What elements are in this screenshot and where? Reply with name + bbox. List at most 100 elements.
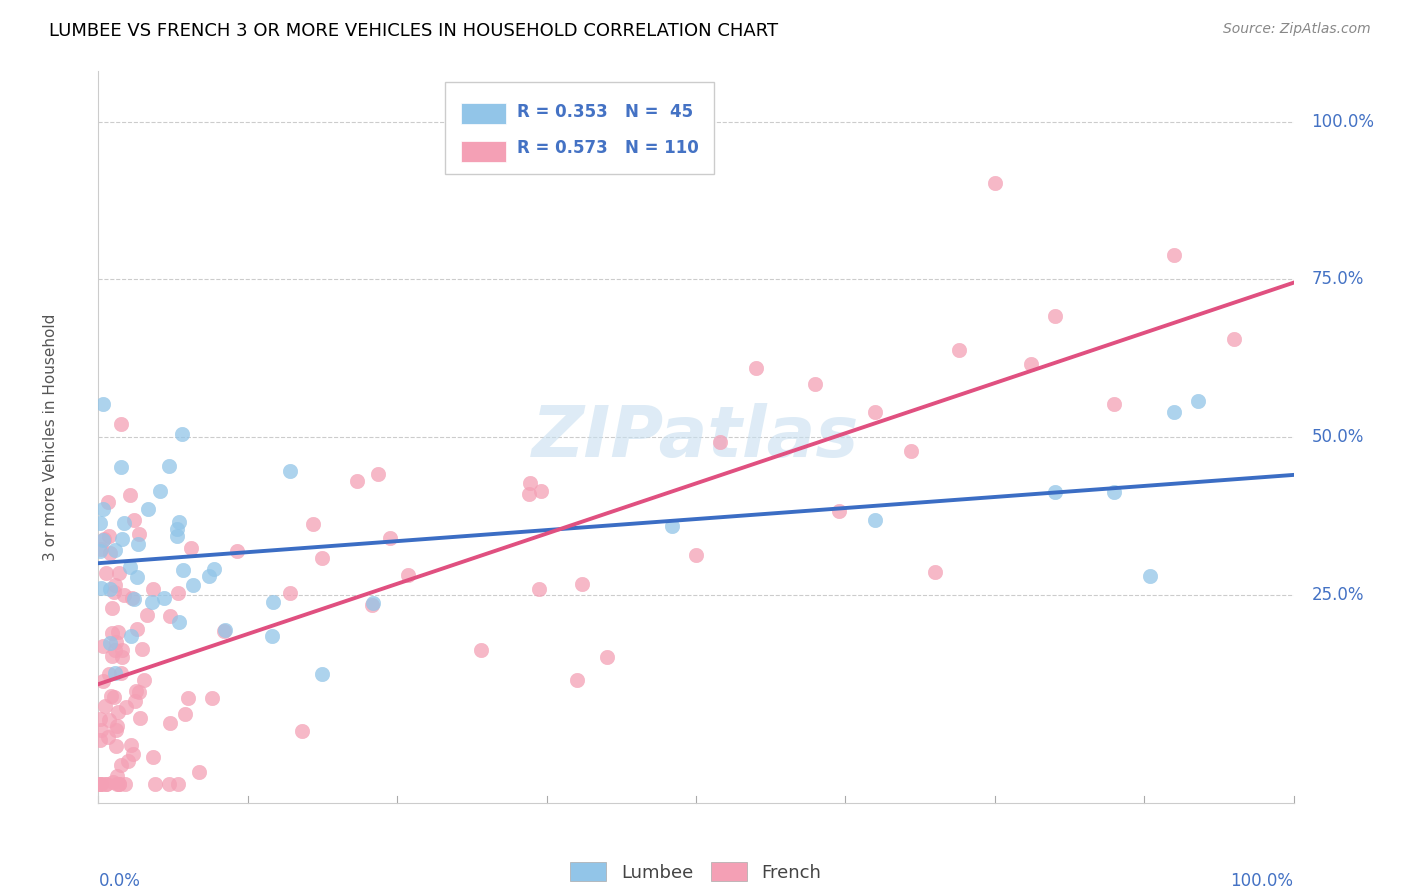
Point [214,623,236,637]
Point [709,435,731,450]
Point [100,636,122,650]
Point [89,777,111,791]
Point [94,698,117,713]
Point [527,582,550,596]
Point [361,598,384,612]
Point [89,713,111,727]
Point [311,551,333,566]
Point [311,667,333,681]
Point [1163,405,1185,419]
Point [132,673,155,687]
Point [98,529,121,543]
Point [159,608,181,623]
Point [108,777,131,791]
Point [108,566,131,580]
Point [181,578,204,592]
Bar [461,103,506,124]
Point [91,397,114,411]
Point [141,595,163,609]
Point [105,719,128,733]
Point [105,723,128,737]
Point [530,483,553,498]
Point [110,417,132,431]
Point [262,595,284,609]
Point [131,641,153,656]
Point [120,738,142,752]
Point [280,586,302,600]
Point [104,739,127,754]
Point [93,532,115,546]
Point [661,519,683,533]
Point [142,582,165,597]
Point [187,764,209,779]
Point [517,487,540,501]
Point [180,541,202,555]
Point [172,564,194,578]
Point [120,630,142,644]
Point [97,667,120,681]
Text: 75.0%: 75.0% [1312,270,1364,288]
Point [136,501,159,516]
Point [107,705,129,719]
Point [865,405,887,419]
Point [90,723,112,737]
Point [346,474,368,488]
Text: 100.0%: 100.0% [1312,112,1375,131]
Point [101,774,124,789]
Point [302,516,325,531]
Point [361,597,384,611]
Point [89,516,111,530]
Point [110,460,132,475]
Point [1043,310,1066,324]
Point [159,715,181,730]
Point [202,562,225,576]
Point [1163,248,1185,262]
Point [121,747,143,761]
Point [125,569,148,583]
Point [103,585,125,599]
Point [924,565,946,579]
Point [104,665,127,680]
Text: R = 0.573   N = 110: R = 0.573 N = 110 [517,139,699,157]
Point [745,361,768,376]
Point [166,529,188,543]
Point [124,694,146,708]
Point [226,543,249,558]
Point [112,516,135,530]
Point [1139,568,1161,582]
Point [125,622,148,636]
Point [212,624,235,638]
Text: Source: ZipAtlas.com: Source: ZipAtlas.com [1223,22,1371,37]
Point [107,625,129,640]
Point [122,592,145,607]
Point [167,586,190,600]
Point [596,650,619,665]
Point [1187,394,1209,409]
Point [396,568,419,582]
Point [1019,358,1042,372]
Point [96,777,118,791]
Point [117,754,139,768]
Text: ZIPatlas: ZIPatlas [533,402,859,472]
Point [380,532,402,546]
Point [157,777,180,791]
Point [104,643,127,657]
Point [98,714,121,728]
Point [122,513,145,527]
Point [97,495,120,509]
Point [90,541,112,556]
Point [136,608,159,623]
Text: 50.0%: 50.0% [1312,428,1364,446]
Point [828,504,851,518]
Legend: Lumbee, French: Lumbee, French [562,855,830,888]
Point [120,488,142,502]
Point [571,576,593,591]
Text: 25.0%: 25.0% [1312,586,1364,604]
Point [105,777,128,791]
Point [101,649,124,664]
Point [120,560,142,574]
Point [128,685,150,699]
Point [89,543,111,558]
Point [198,569,221,583]
Point [166,522,188,536]
